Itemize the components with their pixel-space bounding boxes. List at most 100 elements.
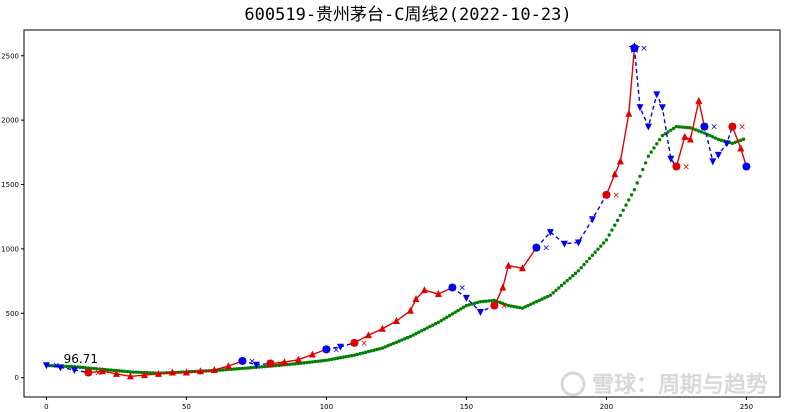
downtrend-line [535, 194, 608, 249]
ma-point [139, 370, 144, 375]
up-triangle-marker [280, 358, 288, 366]
ma-point [352, 353, 357, 357]
ma-point [680, 125, 684, 129]
ma-point [81, 365, 85, 370]
up-triangle-marker [681, 132, 689, 140]
ma-point [655, 142, 659, 146]
up-triangle-marker [728, 122, 736, 130]
ma-point [405, 335, 410, 340]
up-triangle-marker [695, 96, 703, 104]
ma-point [503, 302, 508, 307]
ma-point [291, 362, 295, 366]
ma-point [543, 296, 547, 300]
up-triangle-marker [112, 369, 120, 377]
ma-point [123, 369, 127, 374]
up-triangle-marker [224, 362, 232, 370]
up-triangle-marker [210, 365, 218, 373]
uptrend-line [605, 47, 636, 196]
ma-point [92, 366, 96, 371]
ma-point [478, 300, 483, 304]
ma-point [467, 303, 471, 307]
ma-point [739, 138, 743, 142]
ma-point [293, 362, 298, 366]
up-triangle-marker [602, 190, 610, 198]
ma-point [559, 283, 564, 288]
ma-point [669, 128, 673, 132]
ma-point [585, 259, 589, 264]
ma-point [288, 362, 292, 366]
ma-point [131, 370, 135, 374]
ma-point [484, 299, 488, 303]
ma-point [509, 304, 513, 308]
ma-point [666, 130, 670, 134]
ma-point [713, 136, 718, 140]
ma-point [708, 133, 712, 138]
up-triangle-marker [168, 368, 176, 376]
up-triangle-marker [392, 317, 400, 325]
ma-point [685, 125, 690, 130]
ma-point [601, 241, 606, 245]
ma-point [540, 297, 544, 301]
ma-point [579, 266, 583, 270]
ma-point [473, 301, 477, 305]
ma-point [531, 301, 536, 305]
ma-point [459, 307, 463, 311]
ma-point [638, 174, 642, 178]
downtrend-line [46, 364, 89, 374]
ma-point [613, 223, 617, 227]
watermark-logo-icon [560, 371, 586, 397]
cross-marker: × [612, 191, 620, 201]
uptrend-line [493, 247, 537, 306]
ma-point [464, 303, 469, 308]
ma-point [520, 306, 525, 310]
down-triangle-marker [70, 366, 78, 374]
ma-point [417, 330, 421, 334]
up-triangle-marker [98, 367, 106, 375]
ma-point [296, 361, 301, 366]
up-triangle-marker [420, 286, 428, 294]
ma-point [621, 208, 625, 212]
ma-point [568, 276, 572, 280]
ma-point [641, 167, 645, 172]
x-tick-label: 200 [600, 403, 613, 411]
ma-point [249, 366, 253, 370]
ma-point [436, 320, 441, 325]
y-tick-label: 0 [15, 374, 19, 382]
ma-point [148, 371, 152, 375]
down-triangle-marker [252, 361, 260, 369]
down-triangle-marker [709, 158, 717, 166]
turning-point-marker [742, 162, 751, 171]
ma-point [335, 356, 340, 360]
ma-point [688, 126, 693, 130]
ma-point [590, 253, 595, 258]
ma-point [383, 345, 387, 349]
ma-point [719, 138, 723, 142]
ma-point [327, 358, 331, 362]
ma-point [260, 365, 264, 369]
ma-point [610, 228, 614, 232]
down-triangle-marker [644, 123, 652, 131]
ma-point [277, 363, 281, 368]
ma-point [307, 360, 312, 364]
ma-point [64, 364, 68, 369]
ma-point [587, 256, 592, 261]
price-markers: × × × × × × × × × × × × × × [42, 42, 751, 380]
x-tick-label: 250 [740, 403, 753, 411]
cross-marker: × [682, 162, 690, 172]
up-triangle-marker [266, 359, 274, 367]
down-triangle-marker [42, 362, 50, 370]
y-tick-label: 1000 [1, 245, 19, 253]
down-triangle-marker [336, 343, 344, 351]
ma-point [324, 358, 329, 362]
ma-point [125, 369, 130, 374]
ma-point [263, 364, 267, 369]
ma-point [50, 364, 54, 368]
ma-point [515, 305, 519, 309]
ma-point [344, 354, 348, 359]
ma-point [646, 154, 651, 158]
up-triangle-marker [154, 369, 162, 377]
ma-point [699, 130, 704, 134]
ma-point [425, 326, 429, 330]
